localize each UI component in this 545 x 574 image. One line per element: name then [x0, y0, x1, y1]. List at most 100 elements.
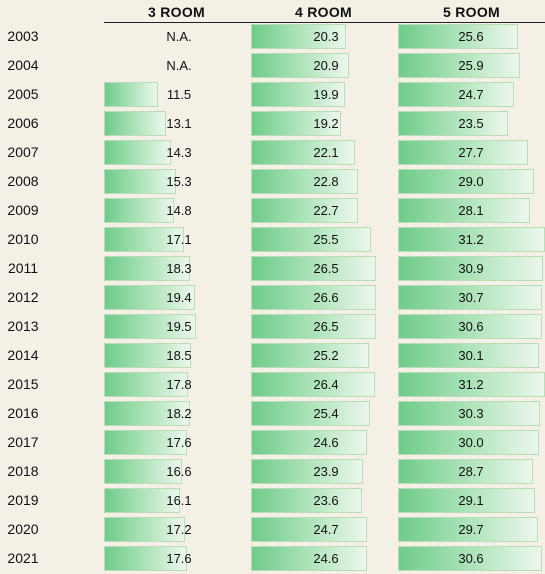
data-bar	[251, 256, 376, 281]
data-bar	[251, 111, 341, 136]
data-bar	[104, 169, 176, 194]
value-label: N.A.	[166, 29, 192, 44]
value-label: 19.5	[166, 319, 192, 334]
value-label: 16.6	[166, 464, 192, 479]
year-label: 2011	[7, 260, 39, 276]
data-bar	[398, 343, 539, 368]
year-label: 2007	[7, 144, 39, 160]
data-bar	[398, 198, 530, 223]
data-bar	[398, 53, 520, 78]
data-bar	[398, 459, 533, 484]
value-label: 17.2	[166, 522, 192, 537]
value-label: 26.4	[313, 377, 339, 392]
data-bar	[398, 111, 508, 136]
value-label: 24.7	[313, 522, 339, 537]
value-label: 18.3	[166, 261, 192, 276]
data-bar	[398, 314, 542, 339]
data-bar	[104, 140, 171, 165]
data-bar	[398, 82, 514, 107]
value-label: 16.1	[166, 493, 192, 508]
value-label: 20.3	[313, 29, 339, 44]
data-bar	[251, 24, 346, 49]
year-label: 2017	[7, 434, 39, 450]
data-bar	[398, 285, 542, 310]
data-bar	[398, 401, 540, 426]
data-bar	[104, 314, 196, 339]
value-label: 19.9	[313, 87, 339, 102]
value-label: 31.2	[458, 377, 484, 392]
year-label: 2008	[7, 173, 39, 189]
year-label: 2019	[7, 492, 39, 508]
data-bar	[251, 285, 376, 310]
data-bar	[104, 517, 185, 542]
data-bar	[398, 546, 542, 571]
column-header-5-room: 5 ROOM	[442, 4, 501, 20]
value-label: 22.1	[313, 145, 339, 160]
header-rule	[104, 22, 545, 23]
data-bar	[398, 24, 518, 49]
data-bar	[104, 227, 184, 252]
value-label: 25.2	[313, 348, 339, 363]
value-label: 17.6	[166, 435, 192, 450]
year-label: 2013	[7, 318, 39, 334]
value-label: 25.9	[458, 58, 484, 73]
value-label: 25.4	[313, 406, 339, 421]
data-bar	[251, 372, 375, 397]
value-label: 30.6	[458, 551, 484, 566]
value-label: 19.4	[166, 290, 192, 305]
data-bar	[251, 169, 358, 194]
year-label: 2003	[7, 28, 39, 44]
value-label: 22.8	[313, 174, 339, 189]
value-label: 26.5	[313, 261, 339, 276]
value-label: 19.2	[313, 116, 339, 131]
data-bar	[251, 227, 371, 252]
data-bar	[104, 546, 187, 571]
data-bar	[398, 372, 545, 397]
value-label: 23.6	[313, 493, 339, 508]
data-bar	[104, 488, 180, 513]
year-label: 2009	[7, 202, 39, 218]
data-bar	[398, 256, 543, 281]
value-label: 28.1	[458, 203, 484, 218]
data-bar	[398, 517, 538, 542]
value-label: 11.5	[166, 87, 192, 102]
value-label: 30.9	[458, 261, 484, 276]
value-label: 30.0	[458, 435, 484, 450]
value-label: 29.0	[458, 174, 484, 189]
year-label: 2020	[7, 521, 39, 537]
value-label: 15.3	[166, 174, 192, 189]
value-label: 26.5	[313, 319, 339, 334]
data-bar	[251, 430, 367, 455]
data-bar	[251, 517, 367, 542]
year-label: 2018	[7, 463, 39, 479]
data-bar	[104, 111, 166, 136]
data-bar	[104, 256, 190, 281]
value-label: 20.9	[313, 58, 339, 73]
data-bar	[251, 459, 363, 484]
data-bar	[251, 198, 358, 223]
data-bar	[251, 314, 376, 339]
value-label: 24.6	[313, 551, 339, 566]
data-bar	[398, 169, 534, 194]
data-bar	[104, 372, 188, 397]
value-label: 25.6	[458, 29, 484, 44]
value-label: 26.6	[313, 290, 339, 305]
data-bar	[251, 140, 355, 165]
value-label: 13.1	[166, 116, 192, 131]
data-bar	[104, 198, 174, 223]
year-label: 2015	[7, 376, 39, 392]
column-header-3-room: 3 ROOM	[147, 4, 206, 20]
value-label: 22.7	[313, 203, 339, 218]
year-label: 2021	[7, 550, 39, 566]
data-bar	[251, 53, 349, 78]
value-label: 18.2	[166, 406, 192, 421]
year-label: 2005	[7, 86, 39, 102]
value-label: 28.7	[458, 464, 484, 479]
value-label: 23.9	[313, 464, 339, 479]
year-label: 2006	[7, 115, 39, 131]
value-label: 29.7	[458, 522, 484, 537]
data-bar	[251, 488, 362, 513]
year-label: 2012	[7, 289, 39, 305]
value-label: 17.6	[166, 551, 192, 566]
